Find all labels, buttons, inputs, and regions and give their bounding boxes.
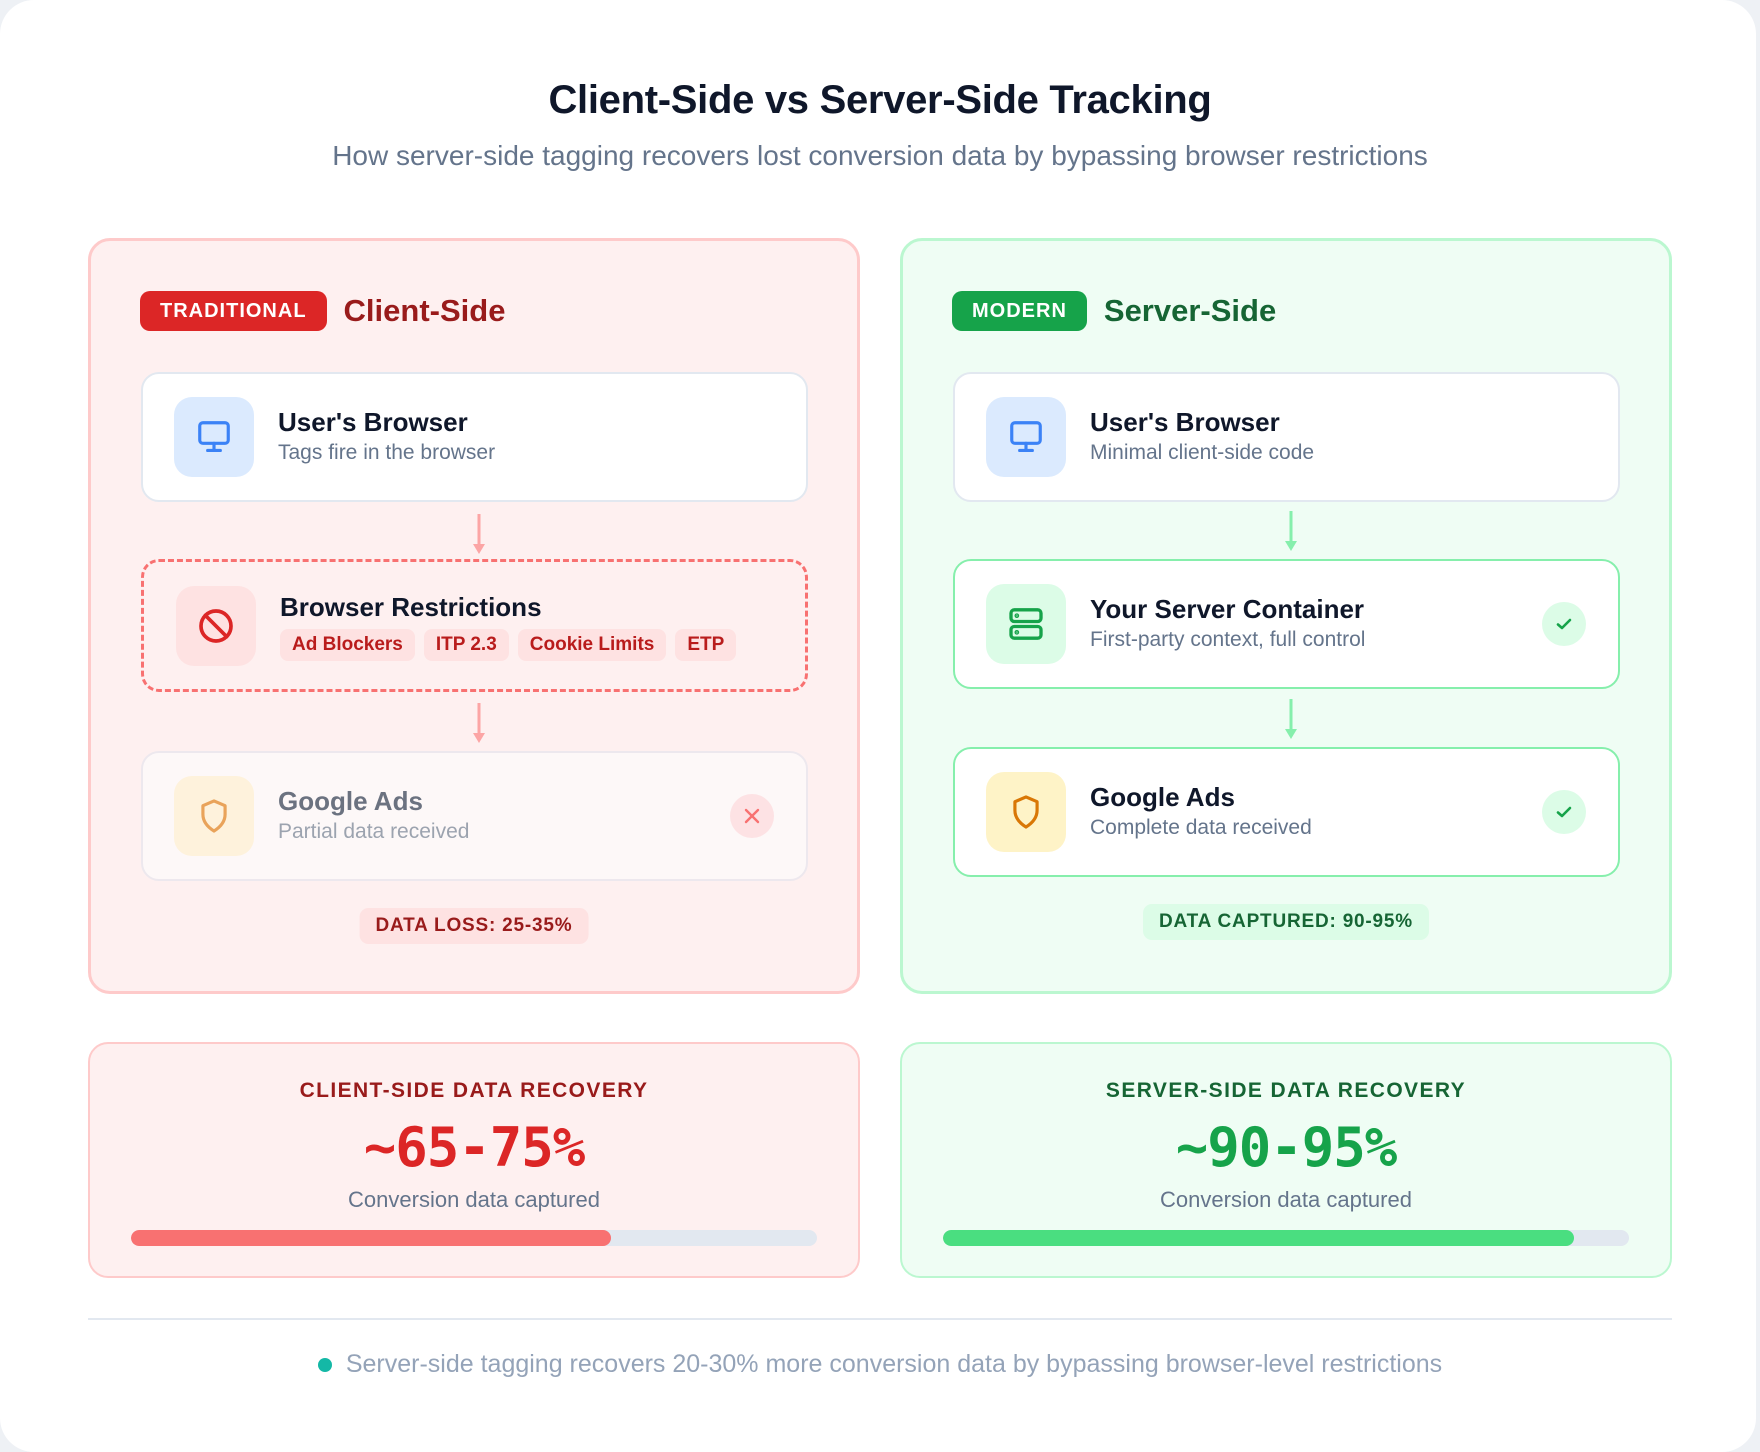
stat-label: SERVER-SIDE DATA RECOVERY (1105, 1079, 1467, 1102)
arrow-down-icon (1285, 699, 1297, 739)
server-panel-title: Server-Side (1103, 293, 1277, 328)
shield-icon (174, 776, 254, 856)
server-panel-header: MODERN Server-Side (952, 291, 1276, 331)
stat-label: CLIENT-SIDE DATA RECOVERY (299, 1079, 649, 1102)
node-title: User's Browser (1090, 407, 1280, 437)
footer-text: Server-side tagging recovers 20-30% more… (345, 1350, 1443, 1378)
arrow-down-icon (473, 703, 485, 743)
node-subtitle: Minimal client-side code (1090, 441, 1315, 464)
node-subtitle: Partial data received (278, 820, 470, 843)
client-google-ads-node: Google Ads Partial data received (141, 751, 808, 881)
client-recovery-card: CLIENT-SIDE DATA RECOVERY ~65-75% Conver… (88, 1042, 860, 1278)
divider (88, 1318, 1672, 1320)
chip-cookie-limits: Cookie Limits (517, 628, 667, 661)
shield-icon (986, 772, 1066, 852)
chip-etp: ETP (675, 628, 737, 661)
node-title: Browser Restrictions (280, 591, 542, 622)
arrow-down-icon (1285, 511, 1297, 551)
stat-caption: Conversion data captured (1160, 1187, 1412, 1212)
blocked-icon (176, 585, 256, 666)
arrow-down-icon (473, 514, 485, 554)
server-recovery-card: SERVER-SIDE DATA RECOVERY ~90-95% Conver… (900, 1042, 1672, 1278)
node-subtitle: Tags fire in the browser (278, 441, 496, 464)
node-title: Your Server Container (1090, 594, 1365, 624)
traditional-badge: TRADITIONAL (140, 291, 327, 331)
check-icon (1542, 602, 1586, 646)
progress-fill (131, 1230, 612, 1246)
server-icon (986, 584, 1066, 664)
page-title: Client-Side vs Server-Side Tracking (548, 78, 1212, 122)
server-side-panel: MODERN Server-Side User's Browser Minima… (900, 238, 1672, 994)
client-panel-title: Client-Side (343, 293, 506, 328)
browser-restrictions-node: Browser Restrictions Ad Blockers ITP 2.3… (141, 559, 808, 692)
data-loss-badge: DATA LOSS: 25-35% (359, 908, 589, 944)
page-subtitle: How server-side tagging recovers lost co… (332, 140, 1428, 171)
progress-fill (943, 1230, 1575, 1246)
server-browser-node: User's Browser Minimal client-side code (953, 372, 1620, 502)
check-icon (1542, 790, 1586, 834)
progress-bar (943, 1230, 1629, 1246)
monitor-icon (986, 397, 1066, 477)
server-container-node: Your Server Container First-party contex… (953, 559, 1620, 689)
server-google-ads-node: Google Ads Complete data received (953, 747, 1620, 877)
node-title: Google Ads (278, 786, 423, 816)
monitor-icon (174, 397, 254, 477)
footer-note: Server-side tagging recovers 20-30% more… (0, 1350, 1760, 1379)
dot-icon (317, 1357, 332, 1372)
stat-value: ~90-95% (1175, 1116, 1398, 1179)
x-icon (730, 794, 774, 838)
progress-bar (131, 1230, 817, 1246)
chip-itp: ITP 2.3 (423, 628, 509, 661)
client-browser-node: User's Browser Tags fire in the browser (141, 372, 808, 502)
stat-value: ~65-75% (363, 1116, 586, 1179)
client-side-panel: TRADITIONAL Client-Side User's Browser T… (88, 238, 860, 994)
stat-caption: Conversion data captured (348, 1187, 600, 1212)
node-title: User's Browser (278, 407, 468, 437)
chip-ad-blockers: Ad Blockers (280, 628, 415, 661)
node-subtitle: Complete data received (1090, 816, 1312, 839)
data-captured-badge: DATA CAPTURED: 90-95% (1143, 904, 1429, 940)
node-subtitle: First-party context, full control (1090, 628, 1366, 651)
client-panel-header: TRADITIONAL Client-Side (140, 291, 505, 331)
node-title: Google Ads (1090, 782, 1235, 812)
restriction-chips: Ad Blockers ITP 2.3 Cookie Limits ETP (280, 628, 737, 661)
modern-badge: MODERN (952, 291, 1087, 331)
